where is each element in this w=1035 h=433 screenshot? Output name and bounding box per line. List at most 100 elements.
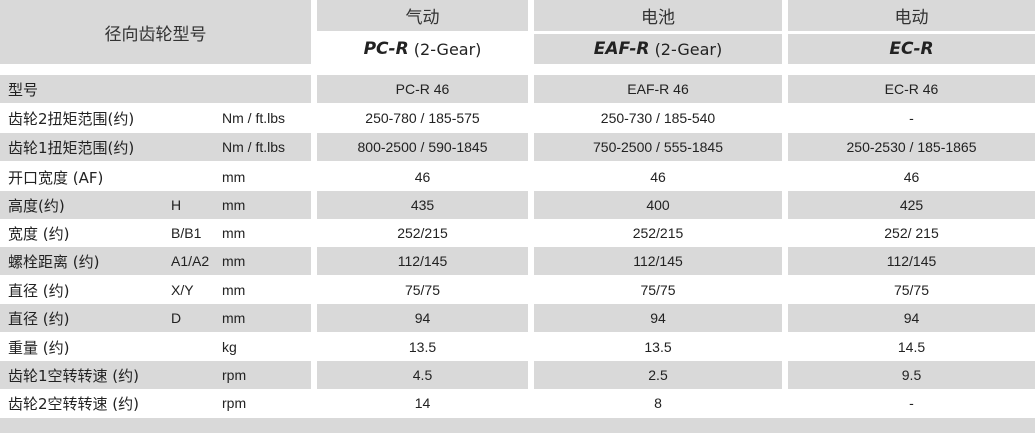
row-label-text: 螺栓距离 (约) [8, 252, 100, 271]
row-value: 425 [788, 191, 1035, 219]
row-value: 75/75 [534, 276, 782, 304]
row-unit: Nm / ft.lbs [222, 139, 286, 155]
row-value: 94 [788, 304, 1035, 332]
row-value: 250-2530 / 185-1865 [788, 133, 1035, 161]
row-value: 252/215 [534, 219, 782, 247]
row-value-text: 425 [899, 197, 924, 213]
header-type-battery: 电池 [534, 0, 782, 31]
row-unit: mm [222, 253, 246, 269]
row-value: 112/145 [788, 247, 1035, 275]
row-label: 齿轮1扭矩范围(约) Nm / ft.lbs [0, 133, 311, 161]
row-value-text: 750-2500 / 555-1845 [593, 139, 723, 155]
row-value-text: 4.5 [412, 367, 433, 383]
row-value-text: 13.5 [408, 339, 437, 355]
row-value: 14.5 [788, 333, 1035, 361]
row-unit: kg [222, 339, 237, 355]
row-value-text: 8 [654, 395, 662, 411]
row-value: 4.5 [317, 361, 528, 389]
row-value: 112/145 [534, 247, 782, 275]
row-value: 13.5 [534, 333, 782, 361]
row-value-text: 252/ 215 [884, 225, 939, 241]
row-value: 252/215 [317, 219, 528, 247]
row-unit: mm [222, 169, 246, 185]
row-symbol: H [171, 197, 182, 213]
row-symbol: D [171, 310, 182, 326]
row-value-text: - [909, 110, 914, 126]
row-label-text: 齿轮1扭矩范围(约) [8, 138, 135, 157]
row-value: 250-780 / 185-575 [317, 104, 528, 132]
row-value-text: 94 [650, 310, 666, 326]
header-type-electric: 电动 [788, 0, 1035, 31]
row-label: 螺栓距离 (约) A1/A2 mm [0, 247, 311, 275]
row-value-text: 435 [410, 197, 435, 213]
row-value: 2.5 [534, 361, 782, 389]
row-label-text: 齿轮2空转转速 (约) [8, 394, 140, 413]
row-value-text: 250-730 / 185-540 [600, 110, 716, 126]
row-value-text: EC-R 46 [884, 81, 939, 97]
row-value-text: 400 [646, 197, 670, 213]
row-value: EAF-R 46 [534, 75, 782, 103]
row-value: 94 [317, 304, 528, 332]
row-label: 型号 [0, 75, 311, 103]
row-value: 46 [317, 163, 528, 191]
row-value: 435 [317, 191, 528, 219]
row-symbol: B/B1 [171, 225, 202, 241]
header-model-pcr: PC-R (2-Gear) [363, 39, 482, 59]
row-label-text: 开口宽度 (AF) [8, 168, 104, 187]
row-value: 75/75 [317, 276, 528, 304]
row-value-text: 46 [903, 169, 920, 185]
row-label: 宽度 (约) B/B1 mm [0, 219, 311, 247]
row-unit: Nm / ft.lbs [222, 110, 286, 126]
row-value-text: 112/145 [397, 253, 448, 269]
row-value: 750-2500 / 555-1845 [534, 133, 782, 161]
header-type-pneumatic: 气动 [317, 0, 528, 31]
row-value-text: 14 [414, 395, 431, 411]
row-value: 250-730 / 185-540 [534, 104, 782, 132]
row-value-text: 75/75 [404, 282, 441, 298]
row-unit: mm [222, 225, 246, 241]
row-label-text: 直径 (约) [8, 281, 70, 300]
row-value-text: PC-R 46 [395, 81, 450, 97]
row-value-text: 250-2530 / 185-1865 [846, 139, 977, 155]
row-label-text: 齿轮2扭矩范围(约) [8, 109, 135, 128]
row-value-text: 46 [414, 169, 431, 185]
row-value: 800-2500 / 590-1845 [317, 133, 528, 161]
row-value-text: 112/145 [886, 253, 937, 269]
table-footer-band [0, 418, 1035, 433]
row-value: 112/145 [317, 247, 528, 275]
row-label: 重量 (约) kg [0, 333, 311, 361]
row-label: 齿轮2扭矩范围(约) Nm / ft.lbs [0, 104, 311, 132]
row-value-text: 14.5 [897, 339, 926, 355]
row-value: 46 [534, 163, 782, 191]
row-label-text: 直径 (约) [8, 309, 70, 328]
row-label: 齿轮2空转转速 (约) rpm [0, 389, 311, 417]
row-label-text: 重量 (约) [8, 338, 70, 357]
row-value-text: 112/145 [633, 253, 683, 269]
row-unit: rpm [222, 367, 247, 383]
row-value-text: 250-780 / 185-575 [365, 110, 480, 126]
row-unit: mm [222, 197, 246, 213]
row-label-text: 高度(约) [8, 196, 65, 215]
row-value: 8 [534, 389, 782, 417]
row-value: 14 [317, 389, 528, 417]
row-unit: mm [222, 282, 246, 298]
row-value: - [788, 104, 1035, 132]
row-value-text: - [909, 395, 914, 411]
row-value: 46 [788, 163, 1035, 191]
row-value-text: 9.5 [901, 367, 922, 383]
row-value-text: 75/75 [893, 282, 930, 298]
row-value-text: 252/215 [632, 225, 684, 241]
row-label: 直径 (约) X/Y mm [0, 276, 311, 304]
row-value-text: 94 [414, 310, 431, 326]
row-symbol: A1/A2 [171, 253, 210, 269]
row-label-text: 齿轮1空转转速 (约) [8, 366, 140, 385]
row-label-text: 型号 [8, 80, 39, 99]
row-value-text: 2.5 [648, 367, 668, 383]
row-value: 13.5 [317, 333, 528, 361]
row-unit: rpm [222, 395, 247, 411]
row-unit: mm [222, 310, 246, 326]
row-value: PC-R 46 [317, 75, 528, 103]
row-value: 94 [534, 304, 782, 332]
